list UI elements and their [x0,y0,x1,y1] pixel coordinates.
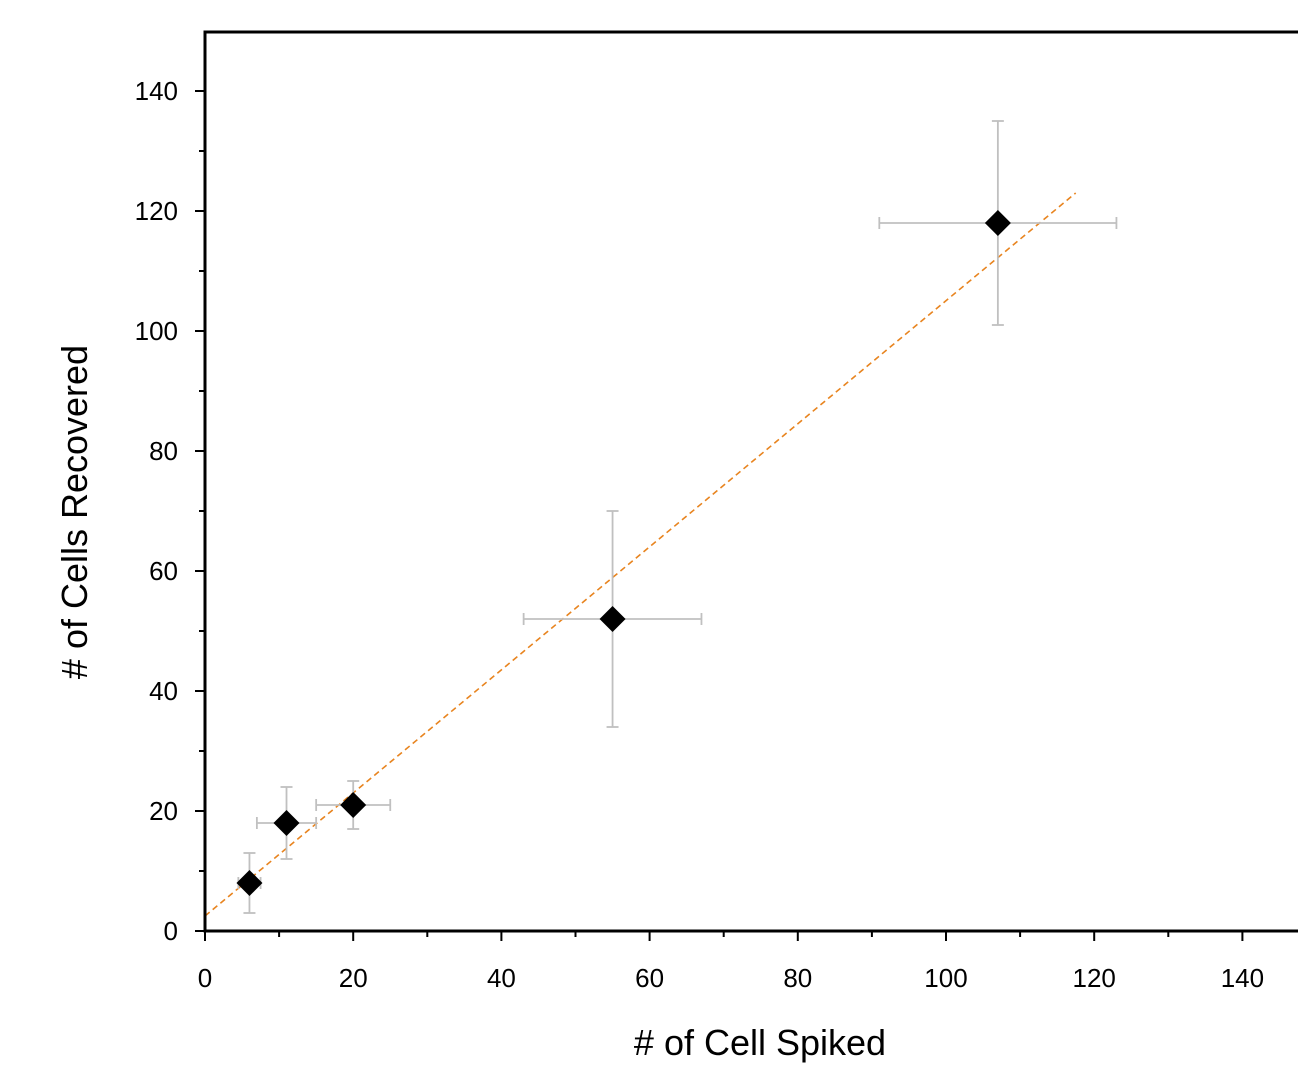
x-tick-label: 0 [198,963,212,993]
x-tick-label: 100 [924,963,967,993]
x-tick-label: 40 [487,963,516,993]
x-tick-label: 120 [1073,963,1116,993]
y-tick-label: 40 [149,676,178,706]
x-tick-label: 80 [783,963,812,993]
x-tick-label: 140 [1221,963,1264,993]
y-tick-label: 0 [164,916,178,946]
x-tick-label: 20 [339,963,368,993]
y-tick-label: 120 [135,196,178,226]
linear-fit-line [204,192,1077,917]
data-point [984,210,1011,236]
data-point [236,870,263,896]
y-tick-label: 140 [135,76,178,106]
data-points-layer [236,210,1011,896]
y-tick-label: 60 [149,556,178,586]
axes-frame [203,30,1298,933]
axis-tick-labels: 0 20 40 60 80 100 120 140 0 20 40 60 80 100 120 140 [135,76,1264,993]
data-point [340,792,367,818]
y-tick-label: 80 [149,436,178,466]
y-tick-label: 20 [149,796,178,826]
fit-line-layer [204,192,1077,917]
y-tick-label: 100 [135,316,178,346]
error-bars-layer [237,120,1118,914]
data-point [599,606,626,632]
data-point [273,810,300,836]
x-axis-title: # of Cell Spiked [634,1022,886,1063]
x-tick-label: 60 [635,963,664,993]
y-axis-title: # of Cells Recovered [54,345,95,679]
